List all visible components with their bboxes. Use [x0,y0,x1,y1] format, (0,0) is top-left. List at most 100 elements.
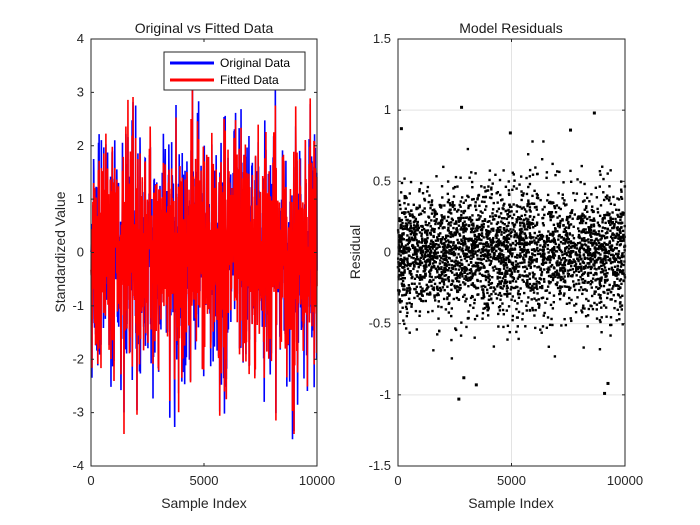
residual-point [510,205,513,209]
residual-point [611,253,614,256]
residual-point [478,266,481,270]
residual-point [497,247,501,250]
residual-point [513,268,516,272]
residual-point [398,217,401,220]
residual-point [486,308,490,312]
residual-point [440,266,443,269]
residual-point [409,214,412,217]
residual-point [577,249,581,252]
residual-point [507,260,511,264]
residual-point [476,268,479,271]
residual-point [449,283,453,286]
residual-point [406,287,409,290]
residual-point [527,286,530,289]
residual-point [536,246,539,250]
residual-point [456,230,459,234]
residual-point [410,302,413,306]
residual-point [553,230,557,233]
residual-point [586,217,589,221]
residual-point [421,209,424,213]
residual-point [441,216,444,219]
residual-point [402,211,406,214]
residual-point [507,305,511,308]
residual-point [597,293,600,296]
residual-point [516,325,519,328]
residual-point [599,204,603,207]
residual-point [476,265,480,268]
residual-point [501,302,504,305]
residual-point [489,238,492,242]
residual-point [428,247,432,251]
residual-point [429,242,432,246]
residual-point [565,245,569,249]
residual-point [580,164,583,168]
residual-point [471,272,474,275]
residual-point [591,253,594,256]
residual-point [525,309,529,312]
residual-point [420,289,423,293]
residual-point [608,245,611,249]
residual-point [527,199,530,202]
residual-point [559,287,562,290]
residual-point [431,247,434,250]
residual-point [559,249,563,253]
residual-point [432,251,436,255]
left-x-tick-label: 0 [87,473,94,488]
residual-point [515,265,519,268]
residual-point [516,253,519,257]
residual-point [526,203,529,206]
residual-point [403,288,406,291]
residual-point [585,231,588,234]
residual-point [440,219,443,222]
residual-point [605,243,608,246]
residual-point [400,211,404,215]
residual-point [470,247,474,251]
residual-point [549,249,552,252]
residual-point [411,253,415,256]
residual-point [448,221,451,224]
residual-point [590,286,593,289]
residual-point [584,264,587,267]
residual-point [618,286,622,289]
residual-point [467,263,470,266]
residual-point [509,275,512,278]
residual-point [488,278,491,281]
residual-point [501,308,505,312]
residual-point [405,196,408,200]
residual-point [459,205,462,208]
residual-point [581,200,585,203]
residual-point [485,235,488,239]
residual-point [481,262,484,266]
residual-point [481,220,484,223]
residual-point [467,310,470,313]
residual-point [465,266,468,269]
residual-point [420,224,423,228]
residual-point [408,286,411,290]
residual-point [617,198,621,201]
residual-point [425,240,429,243]
residual-point [532,282,536,286]
residual-point [416,242,419,245]
residual-point [506,295,509,298]
residual-point [478,272,482,275]
residual-point [480,238,483,242]
residual-point [483,306,487,310]
residual-point [535,284,538,288]
residual-point [447,241,451,244]
residual-point [434,239,438,242]
residual-point [487,185,490,188]
residual-point [459,271,463,274]
residual-point [604,256,607,260]
residual-point [535,223,539,226]
residual-point [438,221,441,225]
residual-point [429,269,432,272]
residual-point [427,260,431,263]
residual-point [593,233,597,236]
residual-point [568,254,571,258]
residual-point [517,237,521,240]
residual-point [485,304,488,307]
residual-point [488,245,491,248]
residual-point [566,218,569,221]
residual-point [468,276,471,279]
residual-point [611,226,614,230]
